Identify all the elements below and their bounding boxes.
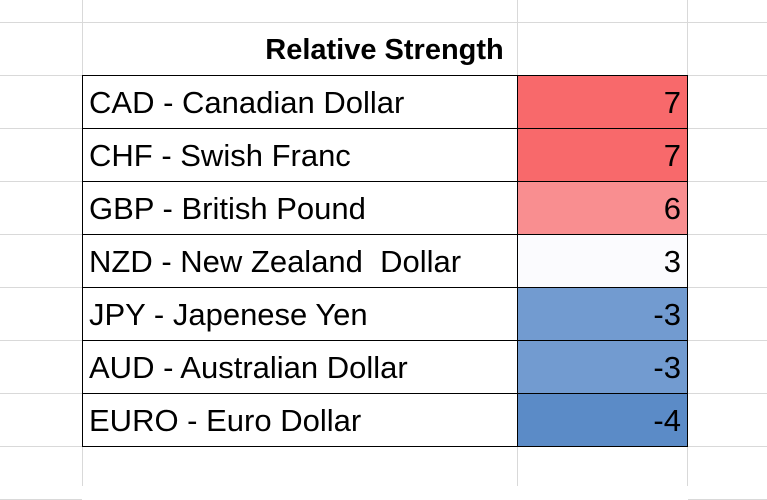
currency-name: AUD - Australian Dollar xyxy=(82,340,518,394)
grid-line xyxy=(0,446,82,447)
currency-name: GBP - British Pound xyxy=(82,181,518,235)
grid-line xyxy=(688,181,767,182)
grid-line xyxy=(688,287,767,288)
currency-name: CHF - Swish Franc xyxy=(82,128,518,182)
grid-line xyxy=(0,340,82,341)
grid-line xyxy=(0,393,82,394)
grid-line xyxy=(688,340,767,341)
grid-line xyxy=(688,234,767,235)
strength-value: 7 xyxy=(517,128,688,182)
currency-name: NZD - New Zealand Dollar xyxy=(82,234,518,288)
strength-value: -3 xyxy=(517,287,688,341)
table-title: Relative Strength xyxy=(265,34,504,66)
grid-line xyxy=(688,393,767,394)
grid-line xyxy=(0,234,82,235)
grid-line xyxy=(0,22,767,23)
strength-value: -3 xyxy=(517,340,688,394)
currency-name: CAD - Canadian Dollar xyxy=(82,75,518,129)
strength-value: -4 xyxy=(517,393,688,447)
strength-value: 7 xyxy=(517,75,688,129)
grid-line xyxy=(0,287,82,288)
grid-line xyxy=(0,128,82,129)
grid-line xyxy=(688,128,767,129)
strength-value: 3 xyxy=(517,234,688,288)
grid-line xyxy=(0,181,82,182)
grid-line xyxy=(0,75,82,76)
grid-line xyxy=(688,75,767,76)
strength-value: 6 xyxy=(517,181,688,235)
currency-name: JPY - Japenese Yen xyxy=(82,287,518,341)
grid-line xyxy=(688,446,767,447)
currency-name: EURO - Euro Dollar xyxy=(82,393,518,447)
